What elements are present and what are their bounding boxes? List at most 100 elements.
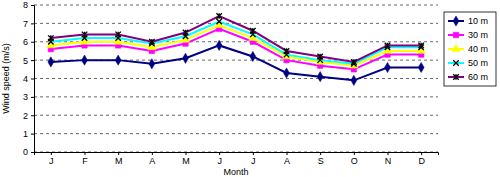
y-tick-label: 5 bbox=[23, 56, 28, 66]
y-tick: 6 bbox=[23, 37, 34, 47]
x-tick: J bbox=[251, 152, 256, 166]
y-tick-label: 0 bbox=[23, 147, 28, 157]
marker bbox=[385, 62, 391, 72]
x-tick: A bbox=[284, 152, 290, 166]
marker bbox=[216, 40, 222, 50]
x-tick-label: S bbox=[318, 156, 324, 166]
x-tick-mark bbox=[287, 152, 288, 155]
x-tick-mark bbox=[186, 152, 187, 155]
chart: 0 1 2 3 4 5 6 7 8 J F M A M J J A S O N D Month Wind speed (m/… bbox=[0, 0, 500, 177]
x-tick: M bbox=[182, 152, 190, 166]
grid-line bbox=[34, 5, 438, 6]
y-tick-mark bbox=[31, 60, 34, 61]
x-tick: F bbox=[82, 152, 88, 166]
x-tick-label: O bbox=[351, 156, 358, 166]
y-tick: 1 bbox=[23, 129, 34, 139]
marker bbox=[284, 68, 290, 78]
y-tick: 0 bbox=[23, 147, 34, 157]
x-axis-title: Month bbox=[223, 167, 248, 177]
x-tick: A bbox=[149, 152, 155, 166]
axis-line bbox=[35, 153, 439, 156]
y-tick: 3 bbox=[23, 92, 34, 102]
legend-marker bbox=[453, 32, 458, 37]
y-tick: 8 bbox=[23, 0, 34, 10]
x-tick: J bbox=[217, 152, 222, 166]
x-tick-label: M bbox=[182, 156, 190, 166]
series-line bbox=[51, 45, 421, 80]
x-tick: O bbox=[351, 152, 358, 166]
grid-line bbox=[34, 78, 438, 79]
marker bbox=[82, 32, 87, 37]
y-tick: 4 bbox=[23, 74, 34, 84]
series-line bbox=[51, 16, 421, 62]
x-tick-mark bbox=[388, 152, 389, 155]
marker bbox=[115, 32, 120, 37]
marker bbox=[351, 59, 356, 64]
x-tick-mark bbox=[219, 152, 220, 155]
x-tick-mark bbox=[421, 152, 422, 155]
x-tick-mark bbox=[85, 152, 86, 155]
grid-line bbox=[34, 96, 438, 97]
y-tick-label: 3 bbox=[23, 92, 28, 102]
grid-line bbox=[34, 115, 438, 116]
y-tick: 7 bbox=[23, 19, 34, 29]
x-tick-label: M bbox=[115, 156, 123, 166]
y-tick: 2 bbox=[23, 111, 34, 121]
marker bbox=[183, 53, 189, 63]
grid bbox=[34, 5, 438, 152]
y-tick-label: 7 bbox=[23, 19, 28, 29]
x-tick-label: J bbox=[49, 156, 54, 166]
x-tick: D bbox=[418, 152, 425, 166]
y-tick-mark bbox=[31, 42, 34, 43]
x-tick-label: A bbox=[149, 156, 155, 166]
y-tick-label: 1 bbox=[23, 129, 28, 139]
marker bbox=[385, 43, 390, 48]
y-tick-mark bbox=[31, 97, 34, 98]
marker bbox=[284, 48, 289, 53]
marker bbox=[149, 39, 154, 44]
y-tick-mark bbox=[31, 152, 34, 153]
marker bbox=[82, 55, 88, 65]
legend: 10 m30 m40 m50 m60 m bbox=[444, 12, 496, 86]
marker bbox=[149, 59, 155, 69]
marker bbox=[216, 13, 221, 18]
legend-label: 10 m bbox=[468, 16, 488, 26]
y-tick-mark bbox=[31, 115, 34, 116]
y-tick-label: 6 bbox=[23, 37, 28, 47]
y-tick: 5 bbox=[23, 56, 34, 66]
x-tick: M bbox=[115, 152, 123, 166]
marker bbox=[317, 72, 323, 82]
legend-marker bbox=[453, 16, 459, 26]
marker bbox=[418, 43, 423, 48]
y-axis-title: Wind speed (m/s) bbox=[1, 43, 11, 114]
marker bbox=[48, 57, 54, 67]
y-tick-mark bbox=[31, 5, 34, 6]
plot-area: 0 1 2 3 4 5 6 7 8 J F M A M J J A S O N D bbox=[23, 0, 439, 166]
x-tick-label: J bbox=[251, 156, 256, 166]
marker bbox=[250, 28, 255, 33]
x-axis: JFMAMJJASOND bbox=[35, 152, 439, 166]
marker bbox=[48, 35, 53, 40]
x-tick-label: D bbox=[418, 156, 425, 166]
marker bbox=[250, 51, 256, 61]
axis-line bbox=[31, 6, 35, 153]
x-tick-mark bbox=[118, 152, 119, 155]
series-group bbox=[47, 13, 426, 85]
legend-label: 50 m bbox=[468, 58, 488, 68]
x-tick: J bbox=[49, 152, 54, 166]
x-tick-mark bbox=[253, 152, 254, 155]
y-tick-label: 4 bbox=[23, 74, 28, 84]
x-tick-mark bbox=[354, 152, 355, 155]
marker bbox=[317, 54, 322, 59]
y-tick-mark bbox=[31, 79, 34, 80]
marker bbox=[418, 62, 424, 72]
x-tick: S bbox=[318, 152, 324, 166]
series-line bbox=[51, 22, 421, 64]
x-tick-mark bbox=[152, 152, 153, 155]
x-tick-label: N bbox=[385, 156, 392, 166]
grid-line bbox=[34, 133, 438, 134]
marker bbox=[351, 75, 357, 85]
y-axis: 0 1 2 3 4 5 6 7 8 bbox=[23, 0, 35, 157]
x-tick-label: J bbox=[217, 156, 222, 166]
x-tick-label: A bbox=[284, 156, 290, 166]
